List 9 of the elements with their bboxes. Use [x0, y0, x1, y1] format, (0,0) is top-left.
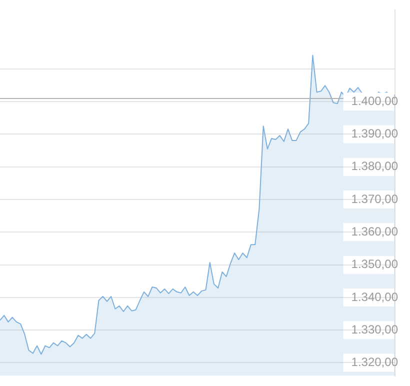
y-tick-label: 1.360,00 [351, 224, 398, 238]
y-tick-label: 1.340,00 [351, 290, 398, 304]
y-tick-label: 1.330,00 [351, 322, 398, 336]
y-tick-label: 1.320,00 [351, 355, 398, 370]
y-tick-label: 1.380,00 [351, 159, 398, 174]
y-tick-label: 1.400,00 [351, 94, 398, 108]
y-tick-label: 1.390,00 [351, 126, 398, 141]
y-tick-label: 1.370,00 [351, 192, 398, 206]
y-tick-label: 1.350,00 [351, 257, 398, 272]
